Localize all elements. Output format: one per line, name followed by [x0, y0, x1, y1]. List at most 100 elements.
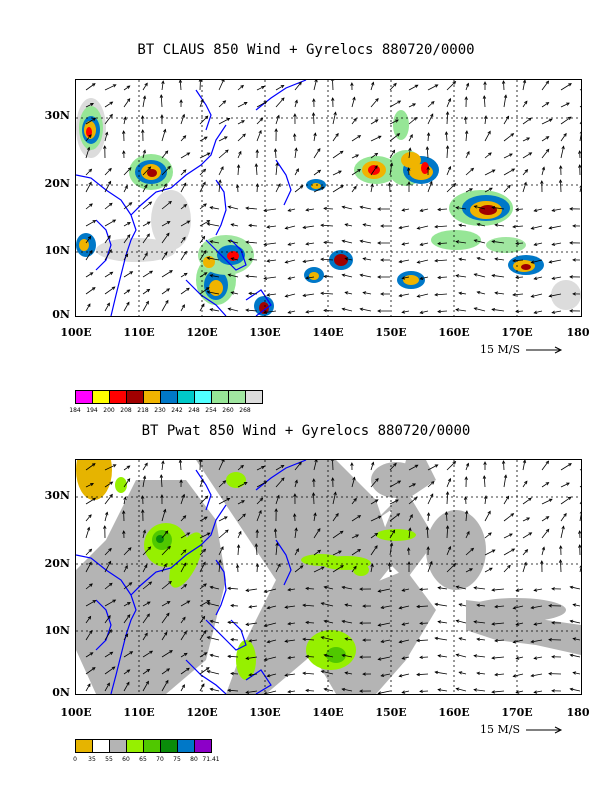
- wind-vector: [321, 670, 334, 675]
- wind-vector-head: [452, 562, 457, 567]
- wind-vector-head: [344, 223, 349, 227]
- wind-vector-head: [374, 152, 379, 157]
- wind-vector: [210, 274, 220, 278]
- wind-vector-head: [203, 249, 207, 254]
- wind-vector: [288, 208, 296, 212]
- wind-vector: [351, 515, 361, 522]
- wind-vector-head: [280, 464, 285, 469]
- wind-vector-head: [186, 532, 191, 536]
- map-grid: [76, 460, 581, 694]
- wind-vector: [515, 208, 524, 211]
- wind-vector-head: [206, 290, 211, 294]
- wind-vector: [313, 80, 317, 91]
- wind-vector-head: [353, 565, 357, 570]
- wind-vector-head: [122, 150, 126, 154]
- wind-vector-head: [464, 96, 468, 100]
- wind-vector: [522, 517, 530, 522]
- wind-vector: [313, 186, 325, 193]
- wind-vector: [306, 242, 315, 245]
- wind-vector: [180, 304, 185, 312]
- wind-vector: [228, 240, 239, 244]
- reference-vector-label: 15 M/S: [480, 723, 564, 736]
- wind-vector-head: [528, 152, 533, 156]
- wind-vector: [313, 148, 321, 159]
- wind-vector-head: [126, 478, 131, 482]
- wind-vector-head: [398, 259, 403, 264]
- wind-vector: [180, 272, 188, 278]
- wind-vector: [399, 225, 410, 229]
- claus-field: [76, 98, 581, 316]
- wind-vector: [267, 605, 277, 609]
- wind-vector-head: [124, 565, 128, 569]
- wind-vector: [275, 477, 285, 488]
- wind-vector-head: [489, 187, 493, 191]
- wind-vector-head: [320, 223, 324, 228]
- wind-vector-head: [359, 273, 364, 277]
- wind-vector-head: [142, 95, 147, 100]
- wind-vector-head: [109, 651, 114, 655]
- wind-vector: [210, 240, 220, 244]
- wind-vector: [531, 673, 543, 677]
- wind-vector-head: [104, 131, 109, 136]
- wind-vector-head: [359, 655, 363, 659]
- wind-vector-head: [248, 291, 252, 296]
- wind-vector: [522, 549, 528, 556]
- wind-vector-head: [287, 208, 292, 212]
- wind-vector: [142, 476, 146, 488]
- wind-vector: [483, 475, 486, 488]
- colorbar-swatch: [194, 739, 212, 753]
- wind-vector: [345, 604, 353, 607]
- wind-vector-head: [245, 206, 249, 210]
- wind-vector-head: [302, 259, 307, 264]
- wind-vector: [332, 185, 344, 193]
- wind-vector-head: [523, 561, 527, 566]
- wind-vector-head: [397, 100, 402, 104]
- wind-vector-head: [166, 601, 171, 605]
- wind-vector-head: [227, 688, 231, 693]
- wind-vector-head: [515, 275, 519, 280]
- wind-vector: [324, 620, 334, 624]
- wind-vector-head: [396, 133, 401, 137]
- wind-vector-head: [491, 549, 496, 553]
- wind-vector-head: [140, 495, 145, 499]
- wind-vector-head: [123, 116, 127, 121]
- wind-vector: [456, 586, 467, 590]
- wind-vector: [218, 460, 224, 471]
- wind-vector-head: [127, 167, 132, 171]
- wind-vector: [399, 673, 410, 677]
- wind-vector-head: [276, 494, 280, 499]
- wind-vector-head: [263, 691, 267, 694]
- wind-vector-head: [476, 671, 481, 675]
- wind-vector-head: [341, 653, 346, 658]
- wind-vector: [180, 182, 187, 193]
- wind-vector-head: [126, 85, 131, 89]
- reference-arrow-icon: [525, 726, 562, 734]
- wind-vector: [305, 655, 315, 658]
- wind-vector: [503, 496, 509, 505]
- wind-vector-head: [548, 118, 553, 122]
- wind-vector-head: [313, 512, 317, 517]
- wind-vector-head: [377, 691, 382, 694]
- wind-vector: [199, 630, 207, 641]
- wind-vector-head: [317, 169, 322, 174]
- wind-vector-head: [107, 614, 111, 619]
- wind-vector: [549, 293, 562, 297]
- wind-vector-head: [491, 588, 495, 592]
- wind-vector-head: [209, 240, 214, 244]
- wind-vector: [389, 543, 393, 556]
- wind-vector: [332, 80, 334, 91]
- colorbar-swatch: [160, 390, 178, 404]
- wind-vector-head: [148, 201, 153, 205]
- wind-vector: [342, 620, 353, 624]
- wind-vector: [531, 225, 543, 230]
- wind-vector: [465, 131, 468, 142]
- wind-vector-head: [530, 260, 535, 264]
- wind-vector: [123, 222, 131, 227]
- wind-vector-head: [166, 221, 171, 225]
- wind-vector: [438, 655, 448, 658]
- wind-vector-head: [263, 481, 268, 485]
- wind-vector: [85, 683, 91, 692]
- wind-vector-head: [434, 602, 439, 607]
- wind-vector-head: [355, 154, 360, 158]
- wind-vector: [531, 605, 543, 609]
